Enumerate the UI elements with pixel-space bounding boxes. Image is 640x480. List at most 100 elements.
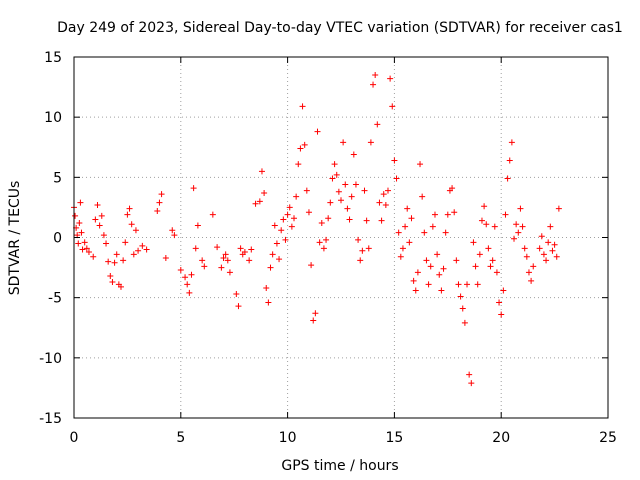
data-point-plus <box>515 229 522 236</box>
data-point-plus <box>333 171 340 178</box>
data-point-plus <box>440 265 447 272</box>
data-point-plus <box>517 205 524 212</box>
data-point-plus <box>449 185 456 192</box>
data-point-plus <box>124 211 131 218</box>
data-point-plus <box>237 245 244 252</box>
data-point-plus <box>384 187 391 194</box>
data-point-plus <box>75 240 82 247</box>
data-point-plus <box>491 223 498 230</box>
data-point-plus <box>412 287 419 294</box>
data-point-plus <box>536 245 543 252</box>
data-point-plus <box>481 203 488 210</box>
data-point-plus <box>83 245 90 252</box>
data-point-plus <box>280 216 287 223</box>
data-point-plus <box>431 211 438 218</box>
data-point-plus <box>530 263 537 270</box>
data-point-plus <box>545 239 552 246</box>
data-point-plus <box>423 257 430 264</box>
data-point-plus <box>496 299 503 306</box>
data-point-plus <box>543 257 550 264</box>
data-point-plus <box>128 221 135 228</box>
data-point-plus <box>472 263 479 270</box>
data-point-plus <box>105 258 112 265</box>
data-point-plus <box>338 197 344 204</box>
data-point-plus <box>421 229 428 236</box>
data-point-plus <box>158 191 165 198</box>
data-point-plus <box>427 263 434 270</box>
data-point-plus <box>310 317 317 324</box>
data-point-plus <box>126 205 133 212</box>
data-point-plus <box>374 121 381 128</box>
data-point-plus <box>474 281 481 288</box>
data-point-plus <box>301 141 308 148</box>
data-point-plus <box>404 205 411 212</box>
data-point-plus <box>186 289 193 296</box>
data-point-plus <box>323 236 330 243</box>
data-point-plus <box>429 223 436 230</box>
data-points <box>71 72 562 387</box>
data-point-plus <box>258 168 265 175</box>
x-tick-label: 5 <box>176 430 185 446</box>
data-point-plus <box>284 211 291 218</box>
y-tick-label: -10 <box>39 351 62 367</box>
data-point-plus <box>177 266 184 273</box>
data-point-plus <box>188 271 195 278</box>
data-point-plus <box>288 223 295 230</box>
data-point-plus <box>220 254 227 261</box>
data-point-plus <box>169 227 176 234</box>
data-point-plus <box>162 254 169 261</box>
y-tick-label: 5 <box>53 170 62 186</box>
data-point-plus <box>72 212 79 219</box>
data-point-plus <box>194 222 201 229</box>
x-tick-label: 25 <box>599 430 617 446</box>
data-point-plus <box>90 253 97 260</box>
data-point-plus <box>417 161 424 168</box>
data-point-plus <box>395 229 402 236</box>
x-tick-labels: 0 5 10 15 20 25 <box>70 430 617 446</box>
data-point-plus <box>361 187 368 194</box>
data-point-plus <box>434 251 441 258</box>
data-point-plus <box>241 248 248 255</box>
data-point-plus <box>308 262 315 269</box>
data-point-plus <box>293 193 300 200</box>
data-point-plus <box>263 285 270 292</box>
data-point-plus <box>120 257 127 264</box>
data-point-plus <box>201 263 208 270</box>
data-point-plus <box>549 247 556 254</box>
y-tick-label: 10 <box>44 110 62 126</box>
data-point-plus <box>502 211 509 218</box>
data-point-plus <box>335 188 342 195</box>
data-point-plus <box>399 245 406 252</box>
data-point-plus <box>521 245 528 252</box>
y-tick-label: 0 <box>53 231 62 247</box>
data-point-plus <box>314 128 321 135</box>
data-point-plus <box>303 187 310 194</box>
data-point-plus <box>331 161 338 168</box>
data-point-plus <box>359 247 366 254</box>
data-point-plus <box>190 185 197 192</box>
data-point-plus <box>156 199 163 206</box>
data-point-plus <box>214 244 221 251</box>
data-point-plus <box>342 181 349 188</box>
data-point-plus <box>408 215 415 222</box>
data-point-plus <box>130 251 137 258</box>
data-point-plus <box>171 232 178 239</box>
data-point-plus <box>483 221 490 228</box>
data-point-plus <box>184 281 191 288</box>
y-axis-label: SDTVAR / TECUs <box>7 181 23 296</box>
data-point-plus <box>282 236 289 243</box>
data-point-plus <box>352 181 359 188</box>
data-point-plus <box>109 279 116 286</box>
data-point-plus <box>286 204 293 211</box>
data-point-plus <box>77 199 84 206</box>
data-point-plus <box>461 319 468 326</box>
data-point-plus <box>414 269 421 276</box>
data-point-plus <box>235 303 242 310</box>
data-point-plus <box>444 211 451 218</box>
data-point-plus <box>76 220 83 227</box>
data-point-plus <box>344 205 351 212</box>
data-point-plus <box>278 227 285 234</box>
data-point-plus <box>113 251 120 258</box>
data-point-plus <box>485 245 492 252</box>
